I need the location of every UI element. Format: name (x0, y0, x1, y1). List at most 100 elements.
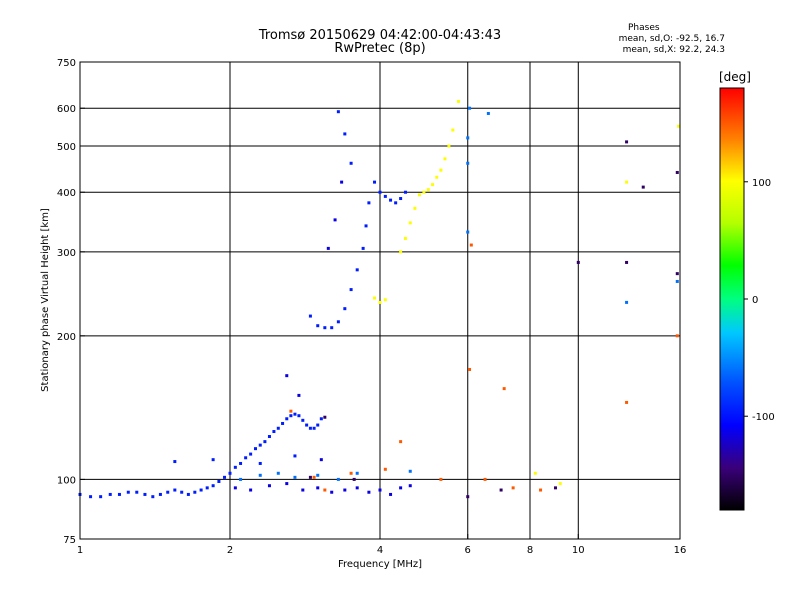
data-point (285, 417, 289, 421)
data-point (323, 415, 327, 419)
data-point (483, 477, 487, 481)
data-point (186, 492, 190, 496)
data-point (443, 157, 447, 161)
data-point (126, 490, 130, 494)
data-point (373, 296, 377, 300)
data-point (117, 492, 121, 496)
data-point (469, 243, 473, 247)
y-tick-label: 100 (57, 475, 76, 486)
y-tick-label: 600 (57, 104, 76, 115)
data-point (143, 492, 147, 496)
data-point (399, 197, 403, 201)
data-point (326, 246, 330, 250)
colorbar-label: [deg] (719, 70, 751, 84)
y-axis-label: Stationary phase Virtual Height [km] (40, 208, 51, 392)
data-point (417, 193, 421, 197)
data-point (383, 298, 387, 302)
data-point (466, 230, 470, 234)
colorbar-tick-label: 100 (752, 178, 771, 189)
data-point (558, 482, 562, 486)
data-point (319, 458, 323, 462)
data-point (151, 495, 155, 499)
data-points (78, 99, 681, 499)
data-point (340, 180, 344, 184)
data-point (297, 414, 301, 418)
data-point (244, 456, 248, 460)
data-point (173, 460, 177, 464)
data-point (378, 488, 382, 492)
data-point (316, 486, 320, 490)
data-point (336, 320, 340, 324)
data-point (289, 409, 293, 413)
colorbar-ticks: 100 0 -100 (744, 178, 775, 423)
x-tick-label: 6 (465, 545, 471, 556)
data-point (457, 99, 461, 103)
data-point (343, 488, 347, 492)
data-point (312, 426, 316, 430)
data-point (399, 250, 403, 254)
y-tick-label: 300 (57, 248, 76, 259)
data-point (468, 367, 472, 371)
data-point (253, 447, 257, 451)
data-point (349, 288, 353, 292)
y-tick-label: 200 (57, 332, 76, 343)
data-point (677, 124, 681, 128)
data-point (511, 486, 515, 490)
y-tick-label: 750 (57, 58, 76, 69)
data-point (297, 393, 301, 397)
data-point (293, 454, 297, 458)
colorbar (719, 87, 745, 511)
x-tick-label: 10 (572, 545, 585, 556)
stats-heading: Phases (628, 23, 660, 33)
data-point (499, 488, 503, 492)
data-point (211, 484, 215, 488)
data-point (205, 486, 209, 490)
data-point (301, 418, 305, 422)
data-point (468, 106, 472, 110)
data-point (293, 412, 297, 416)
data-point (553, 486, 557, 490)
data-point (239, 461, 243, 465)
x-tick-label: 16 (674, 545, 687, 556)
data-point (367, 201, 371, 205)
data-point (408, 221, 412, 225)
data-point (135, 490, 139, 494)
data-point (330, 326, 334, 330)
data-point (108, 492, 112, 496)
data-point (293, 475, 297, 479)
data-point (281, 421, 285, 425)
data-point (267, 435, 271, 439)
data-point (435, 175, 439, 179)
data-point (641, 185, 645, 189)
colorbar-tick-label: 0 (752, 295, 758, 306)
data-point (276, 471, 280, 475)
data-point (625, 400, 629, 404)
data-point (378, 300, 382, 304)
y-axis-ticks: 75 100 200 300 400 500 600 750 (57, 58, 85, 546)
x-tick-label: 1 (77, 545, 83, 556)
data-point (361, 246, 365, 250)
data-point (272, 430, 276, 434)
data-point (180, 490, 184, 494)
data-point (349, 161, 353, 165)
data-point (675, 334, 679, 338)
data-point (99, 495, 103, 499)
data-point (403, 190, 407, 194)
x-tick-label: 8 (527, 545, 533, 556)
data-point (249, 452, 253, 456)
data-point (316, 324, 320, 328)
data-point (413, 206, 417, 210)
grid-lines (80, 62, 680, 539)
data-point (333, 218, 337, 222)
data-point (383, 467, 387, 471)
data-point (330, 490, 334, 494)
data-point (276, 426, 280, 430)
data-point (383, 194, 387, 198)
data-point (576, 260, 580, 264)
data-point (89, 495, 93, 499)
data-point (343, 132, 347, 136)
y-tick-label: 75 (63, 535, 76, 546)
data-point (258, 473, 262, 477)
data-point (217, 479, 221, 483)
data-point (355, 471, 359, 475)
